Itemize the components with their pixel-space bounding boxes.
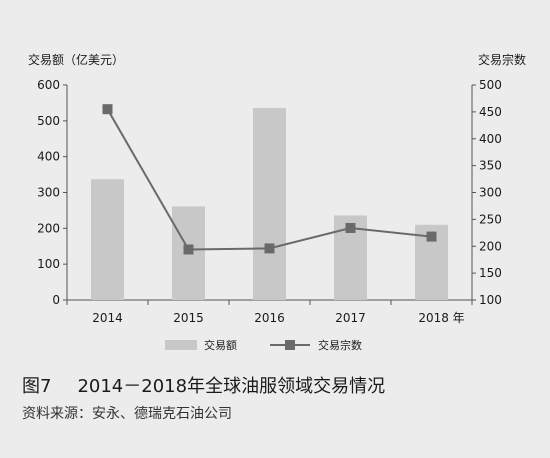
right-axis-label: 交易宗数 xyxy=(478,52,526,67)
line-point xyxy=(264,243,275,254)
legend-label-bar: 交易额 xyxy=(204,338,237,352)
line-point xyxy=(426,231,437,242)
x-tick-label: 2016 xyxy=(254,311,285,325)
axis-labels: 交易额（亿美元） 交易宗数 xyxy=(28,52,526,67)
line-series xyxy=(102,104,437,255)
figure-source: 资料来源：安永、德瑞克石油公司 xyxy=(22,406,232,422)
line-point xyxy=(345,222,356,233)
right-tick-label: 350 xyxy=(479,159,502,173)
bar-series xyxy=(91,107,448,300)
left-tick-label: 0 xyxy=(52,293,60,307)
right-tick-label: 300 xyxy=(479,186,502,200)
left-tick-label: 300 xyxy=(37,186,60,200)
axes: 0 100 200 300 400 500 600 100 150 200 250 300 350 400… xyxy=(37,78,502,325)
bar xyxy=(253,107,286,300)
left-tick-label: 500 xyxy=(37,114,60,128)
left-tick-label: 200 xyxy=(37,221,60,235)
x-tick-label: 2017 xyxy=(335,311,366,325)
right-tick-label: 500 xyxy=(479,78,502,92)
right-tick-label: 400 xyxy=(479,132,502,146)
left-tick-label: 600 xyxy=(37,78,60,92)
figure-title-text: 2014－2018年全球油服领域交易情况 xyxy=(77,376,386,397)
figure-title: 图7 2014－2018年全球油服领域交易情况 xyxy=(22,372,385,398)
left-tick-label: 400 xyxy=(37,150,60,164)
right-tick-label: 250 xyxy=(479,212,502,226)
line-point xyxy=(102,104,113,115)
chart: 0 100 200 300 400 500 600 100 150 200 250 300 350 400… xyxy=(28,52,526,352)
x-tick-label: 2014 xyxy=(92,311,123,325)
legend-label-line: 交易宗数 xyxy=(318,338,362,352)
legend: 交易额 交易宗数 xyxy=(165,338,362,352)
legend-swatch-marker xyxy=(285,340,295,350)
bar xyxy=(91,179,124,300)
legend-swatch-bar xyxy=(165,340,197,350)
x-tick-label: 2015 xyxy=(173,311,204,325)
right-tick-label: 100 xyxy=(479,293,502,307)
x-tick-label: 2018 年 xyxy=(418,311,464,325)
right-tick-label: 450 xyxy=(479,105,502,119)
right-tick-label: 200 xyxy=(479,239,502,253)
figure-number: 图7 xyxy=(22,376,52,397)
left-tick-label: 100 xyxy=(37,257,60,271)
right-tick-label: 150 xyxy=(479,266,502,280)
left-axis-label: 交易额（亿美元） xyxy=(28,52,124,67)
line-point xyxy=(183,244,194,255)
